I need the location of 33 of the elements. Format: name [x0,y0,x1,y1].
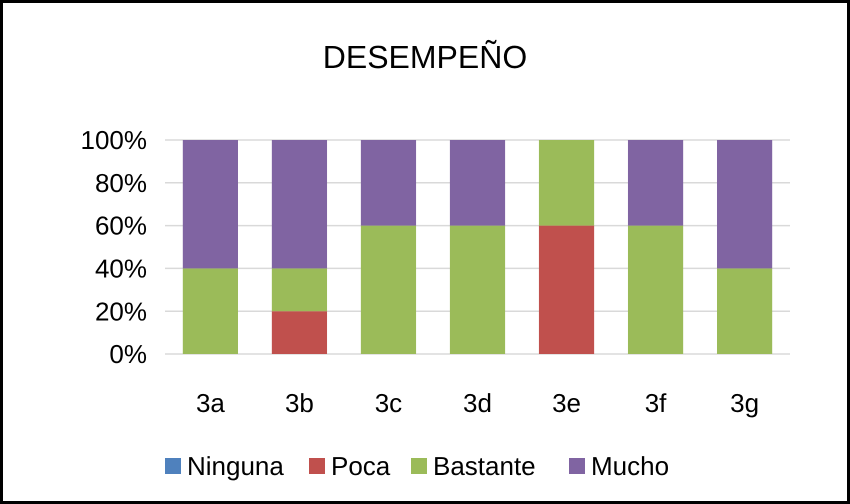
x-tick-label: 3b [284,388,314,418]
x-tick-label: 3g [730,388,760,418]
legend-label: Ninguna [187,451,284,482]
legend-label: Bastante [433,451,536,482]
bar [272,140,328,268]
legend-label: Poca [331,451,391,482]
y-tick-label: 40% [94,254,147,284]
chart-title: DESEMPEÑO [322,39,528,75]
bar [450,226,506,354]
y-tick-label: 60% [94,210,147,241]
bar [272,268,328,312]
y-tick-label: 0% [109,339,147,370]
x-tick-label: 3d [463,388,492,418]
bar [538,140,594,226]
y-tick-label: 80% [94,168,147,198]
bar [182,268,238,354]
y-tick-label: 100% [80,125,147,156]
bar [360,226,416,354]
bar [360,140,416,226]
bar [628,140,684,226]
bar [450,140,506,226]
bar [716,140,772,268]
bar [272,311,328,354]
bar [182,140,238,268]
x-tick-label: 3c [374,388,402,418]
bar [628,226,684,354]
y-tick-label: 20% [94,296,147,326]
bar [716,268,772,354]
x-tick-label: 3f [644,388,668,418]
x-tick-label: 3a [196,388,226,418]
x-tick-label: 3e [552,388,581,418]
legend-label: Mucho [591,451,670,482]
bar [538,226,594,354]
